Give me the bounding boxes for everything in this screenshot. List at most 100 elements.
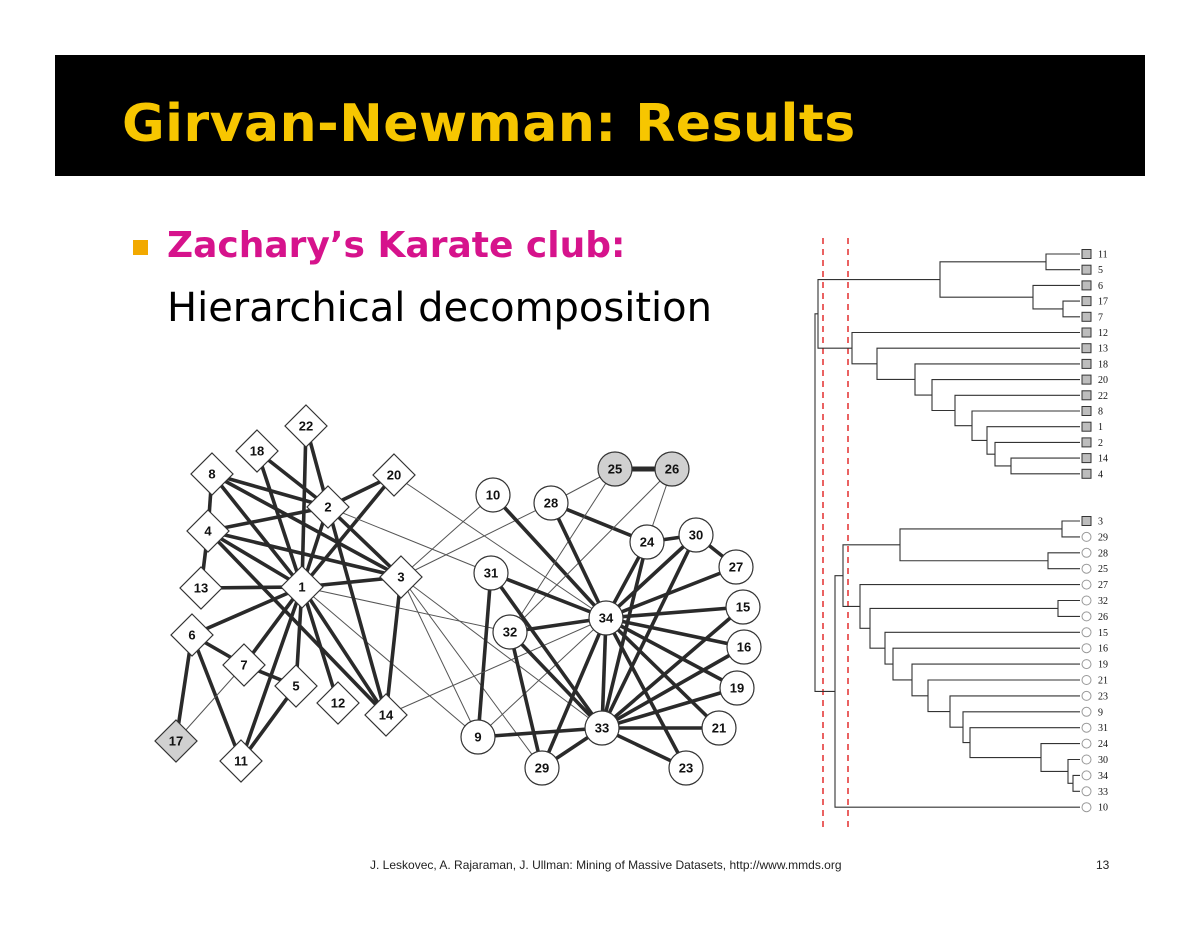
node-diamond — [186, 509, 230, 553]
network-edge — [210, 472, 304, 589]
node-circle — [678, 517, 714, 553]
node-diamond — [372, 453, 416, 497]
leaf-circle-marker — [1081, 563, 1092, 574]
network-node-24: 24 — [629, 524, 665, 560]
network-edge — [489, 571, 604, 730]
leaf-label: 26 — [1098, 612, 1108, 623]
leaf-circle-marker — [1081, 802, 1092, 813]
node-label: 24 — [640, 535, 655, 550]
network-edge — [604, 533, 698, 620]
dendrogram-leaf-16: 16 — [1081, 643, 1108, 655]
bullet-text: Hierarchical decomposition — [167, 285, 712, 331]
leaf-label: 21 — [1098, 676, 1108, 687]
node-label: 10 — [486, 488, 500, 503]
network-node-9: 9 — [460, 719, 496, 755]
network-edge — [605, 616, 738, 690]
dendrogram-leaf-10: 10 — [1081, 802, 1108, 814]
dendrogram-leaf-29: 29 — [1081, 531, 1108, 543]
leaf-label: 28 — [1098, 548, 1108, 559]
node-label: 5 — [292, 679, 299, 694]
node-diamond — [364, 693, 408, 737]
node-label: 19 — [730, 681, 744, 696]
node-diamond — [280, 565, 324, 609]
leaf-square-marker — [1081, 343, 1092, 354]
dendrogram-leaf-2: 2 — [1081, 437, 1103, 449]
node-label: 14 — [379, 708, 394, 723]
network-node-5: 5 — [274, 664, 318, 708]
node-circle — [725, 589, 761, 625]
node-diamond — [154, 719, 198, 763]
dendrogram-link — [1010, 457, 1080, 475]
node-label: 6 — [188, 628, 195, 643]
dendrogram-link — [842, 544, 900, 608]
node-circle — [597, 451, 633, 487]
leaf-label: 23 — [1098, 691, 1108, 702]
leaf-square-marker — [1081, 264, 1092, 275]
dendrogram-leaf-27: 27 — [1081, 579, 1108, 591]
dendrogram-link — [1057, 599, 1080, 617]
leaf-label: 25 — [1098, 564, 1108, 575]
dendrogram-link — [1072, 774, 1080, 792]
leaf-square-marker — [1081, 327, 1092, 338]
leaf-circle-marker — [1081, 595, 1092, 606]
dendrogram: 1156177121318202281214432928252732261516… — [814, 238, 1108, 828]
network-edge — [508, 630, 604, 730]
leaf-label: 17 — [1098, 297, 1108, 308]
leaf-square-marker — [1081, 311, 1092, 322]
leaf-label: 8 — [1098, 407, 1103, 418]
dendrogram-link — [817, 278, 940, 349]
node-label: 21 — [712, 721, 726, 736]
network-node-4: 4 — [186, 509, 230, 553]
network-edge — [400, 502, 552, 578]
node-label: 3 — [397, 570, 404, 585]
node-label: 8 — [208, 467, 215, 482]
leaf-label: 1 — [1098, 422, 1103, 433]
node-label: 28 — [544, 496, 558, 511]
leaf-label: 24 — [1098, 739, 1108, 750]
dendrogram-leaf-26: 26 — [1081, 611, 1108, 623]
network-edge — [509, 468, 616, 633]
dendrogram-leaf-8: 8 — [1081, 406, 1103, 418]
network-edge — [509, 468, 673, 633]
node-label: 25 — [608, 462, 622, 477]
network-edge — [211, 472, 329, 509]
network-node-32: 32 — [492, 614, 528, 650]
dendrogram-leaf-6: 6 — [1081, 280, 1103, 292]
network-edge — [300, 586, 388, 716]
node-label: 27 — [729, 560, 743, 575]
leaf-square-marker — [1081, 390, 1092, 401]
node-circle — [654, 451, 690, 487]
leaf-square-marker — [1081, 249, 1092, 259]
leaf-square-marker — [1081, 468, 1092, 479]
node-circle — [492, 614, 528, 650]
node-label: 2 — [324, 500, 331, 515]
dendrogram-link — [1067, 758, 1080, 784]
leaf-label: 7 — [1098, 312, 1103, 323]
network-node-12: 12 — [316, 681, 360, 725]
dendrogram-leaf-21: 21 — [1081, 675, 1108, 687]
network-edge — [600, 534, 698, 729]
dendrogram-link — [1032, 284, 1080, 310]
network-edge — [207, 529, 402, 579]
network-node-13: 13 — [179, 566, 223, 610]
node-diamond — [190, 452, 234, 496]
network-node-10: 10 — [475, 477, 511, 513]
network-edge — [600, 541, 649, 729]
leaf-circle-marker — [1081, 579, 1092, 590]
leaf-label: 32 — [1098, 596, 1108, 607]
node-circle — [629, 524, 665, 560]
dendrogram-link — [834, 575, 1080, 808]
leaf-label: 31 — [1098, 723, 1108, 734]
network-edge — [491, 493, 608, 620]
network-edge — [490, 571, 607, 620]
node-circle — [701, 710, 737, 746]
dendrogram-link — [986, 426, 1080, 455]
network-edge — [211, 472, 402, 579]
network-edge — [190, 634, 243, 762]
leaf-circle-marker — [1081, 722, 1092, 733]
dendrogram-link — [971, 410, 1080, 441]
leaf-label: 19 — [1098, 660, 1108, 671]
dendrogram-leaf-34: 34 — [1081, 770, 1108, 782]
network-node-28: 28 — [533, 485, 569, 521]
network-edge — [206, 529, 388, 717]
